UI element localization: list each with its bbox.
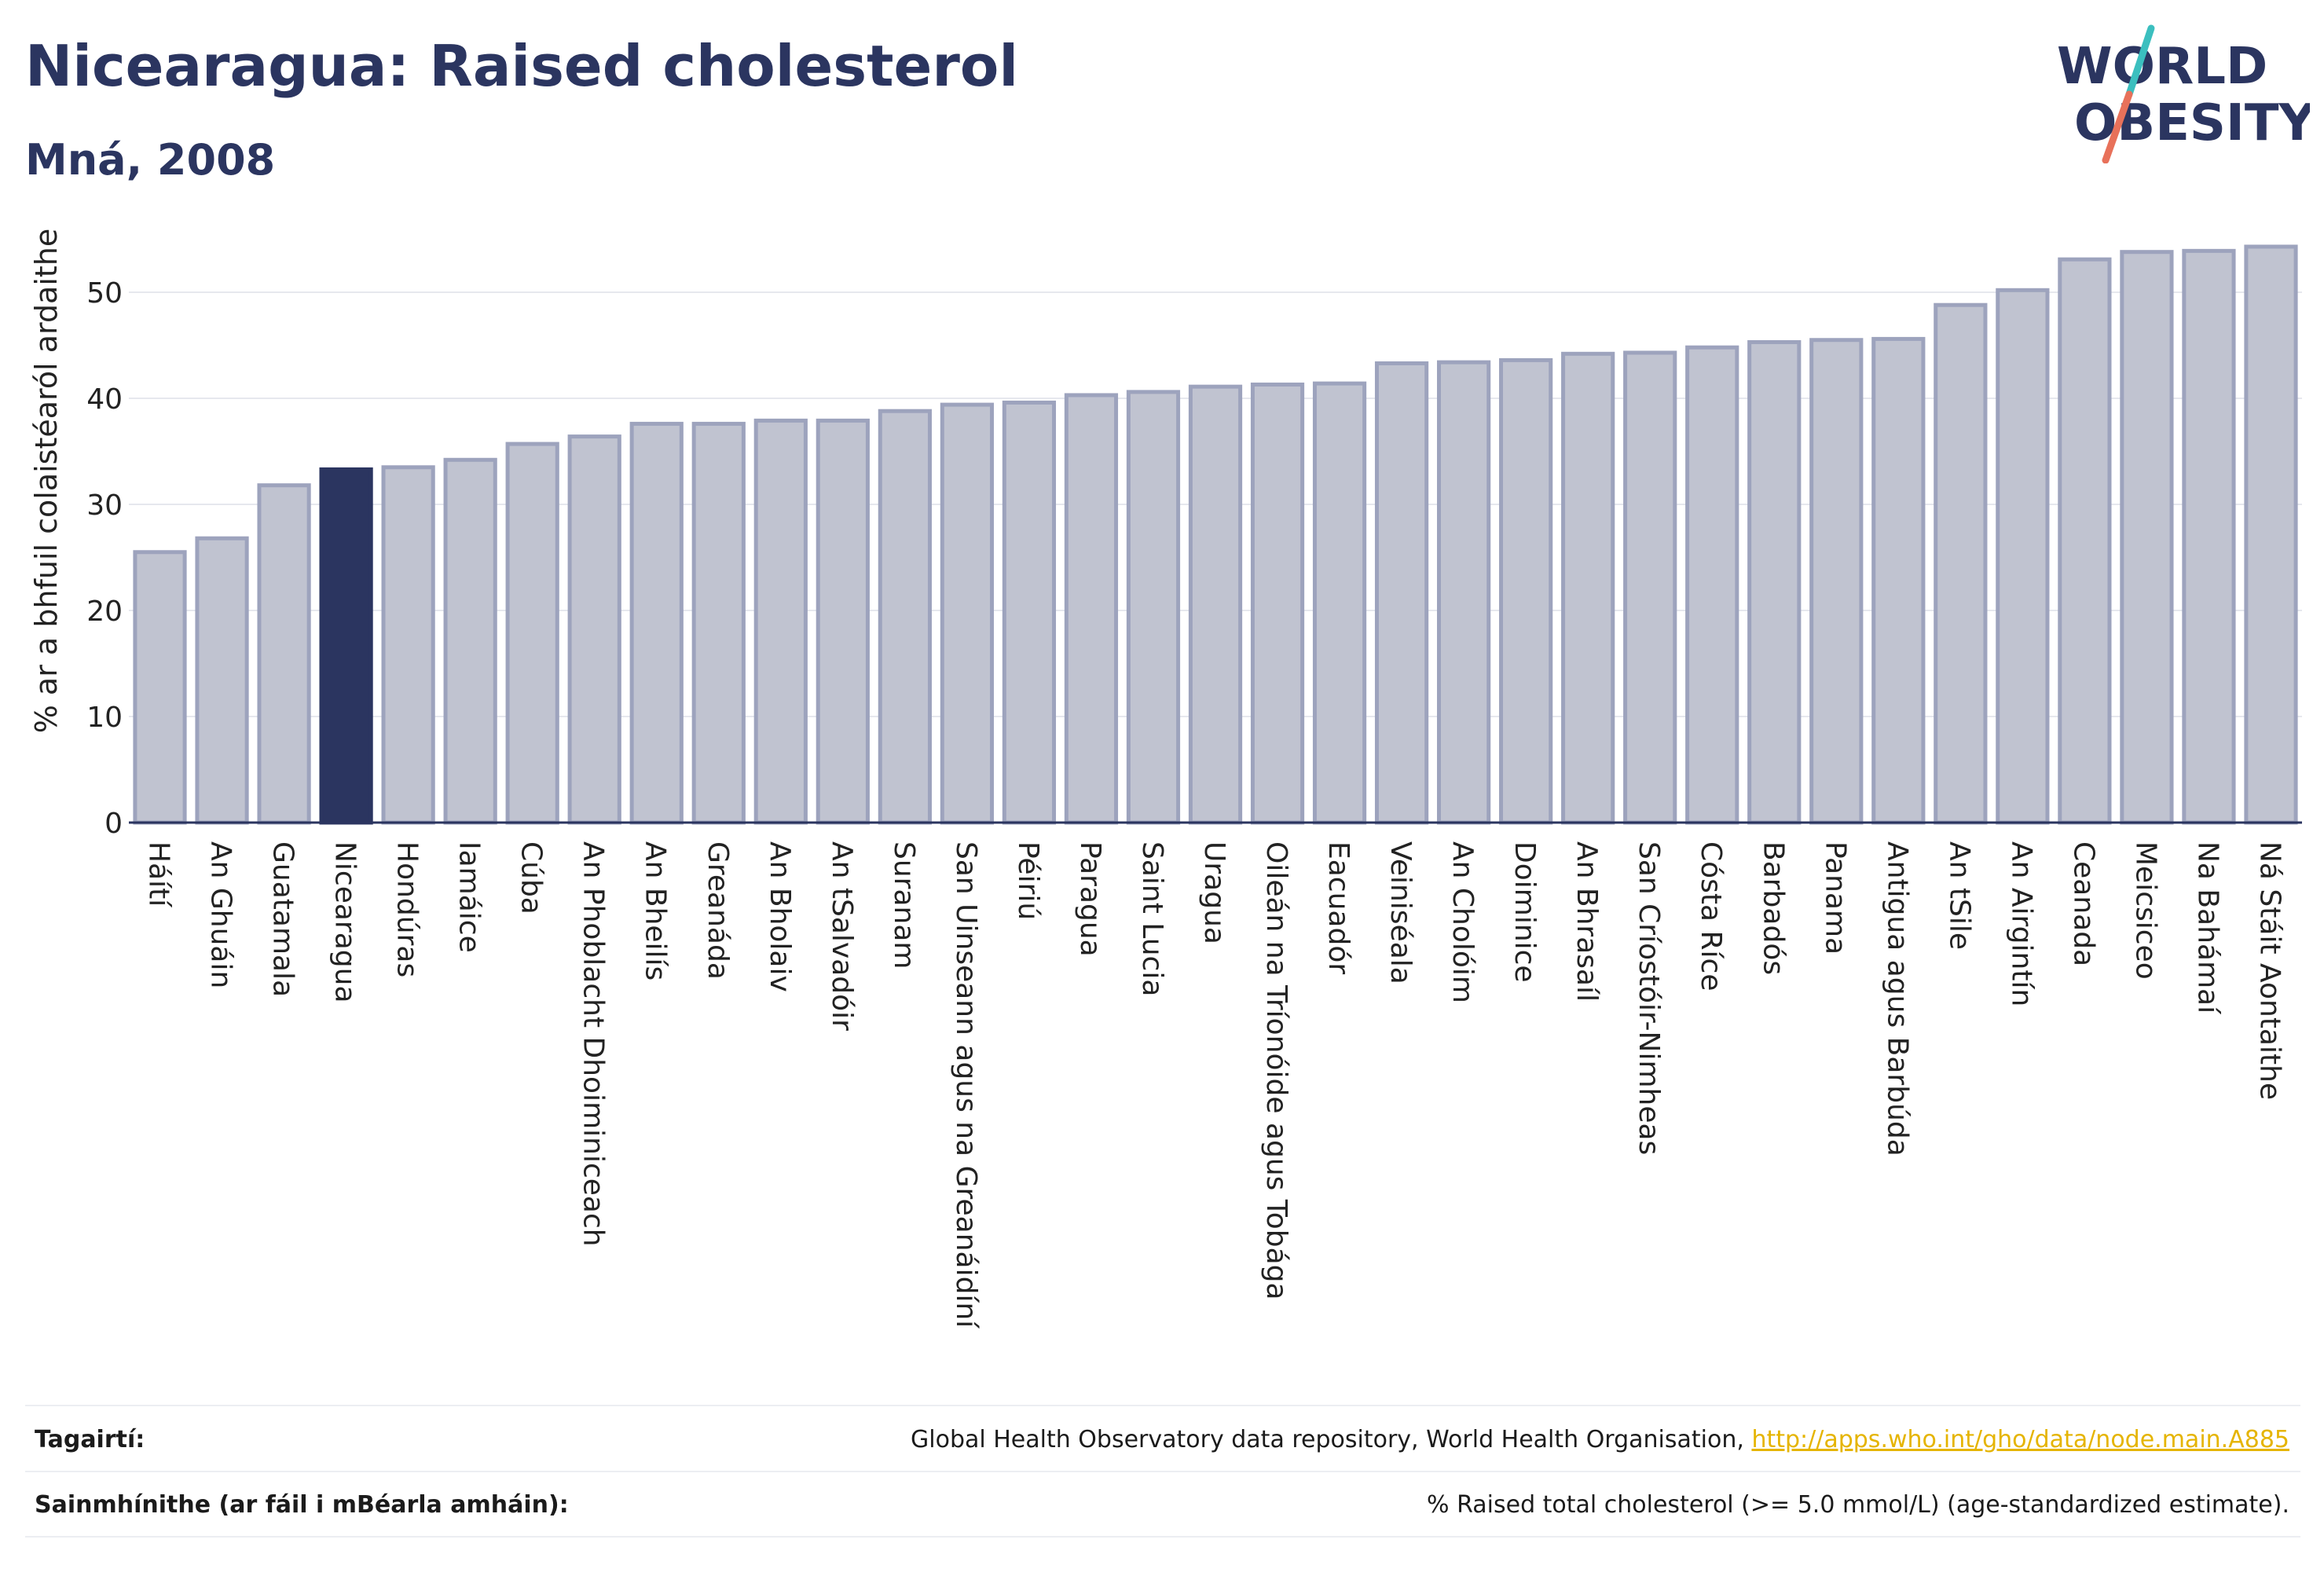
x-tick-label: Veiniséala <box>1384 841 1417 984</box>
y-tick-label: 10 <box>86 702 123 734</box>
bar[interactable] <box>1188 384 1243 825</box>
bar[interactable] <box>133 550 187 825</box>
x-tick-label: Barbadós <box>1757 841 1789 975</box>
x-tick-label: An Ghuáin <box>205 841 237 988</box>
x-tick-label: Meicsiceo <box>2129 841 2161 980</box>
y-tick-label: 30 <box>86 489 123 522</box>
x-tick-label: Saint Lucia <box>1136 841 1168 996</box>
bar[interactable] <box>2058 257 2112 825</box>
bar[interactable] <box>505 442 559 825</box>
x-tick-label: Ceanada <box>2067 841 2099 966</box>
bar[interactable] <box>567 434 621 825</box>
bar[interactable] <box>381 465 435 825</box>
x-tick-label: Hondúras <box>391 841 423 977</box>
x-tick-label: Doiminice <box>1508 841 1541 983</box>
footer-divider-bottom <box>25 1536 2300 1538</box>
definitions-label: Sainmhínithe (ar fáil i mBéarla amháin): <box>35 1491 569 1519</box>
bar[interactable] <box>1002 400 1057 825</box>
y-axis-label: % ar a bhfuil colaistéaról ardaithe <box>29 229 64 734</box>
x-tick-label: Háítí <box>143 841 175 907</box>
bar[interactable] <box>1871 336 1926 825</box>
x-tick-label: An Cholóim <box>1446 841 1479 1003</box>
bar[interactable] <box>1064 393 1119 825</box>
x-tick-label: Nicearagua <box>329 841 361 1003</box>
x-tick-label: An Bholaiv <box>764 841 796 992</box>
y-tick-label: 20 <box>86 596 123 628</box>
references-link[interactable]: http://apps.who.int/gho/data/node.main.A… <box>1751 1426 2289 1453</box>
x-tick-label: An Airgintín <box>2005 841 2037 1006</box>
bar[interactable] <box>940 402 994 825</box>
x-tick-label: An Bhrasaíl <box>1571 841 1603 1002</box>
bar[interactable] <box>1374 361 1429 825</box>
x-tick-label: Cósta Ríce <box>1695 841 1727 991</box>
x-tick-label: Greanáda <box>702 841 734 980</box>
bar[interactable] <box>1561 351 1615 825</box>
references-text: Global Health Observatory data repositor… <box>911 1426 2289 1453</box>
x-tick-label: An tSile <box>1943 841 1975 950</box>
bar[interactable] <box>2182 248 2236 825</box>
references-source: Global Health Observatory data repositor… <box>911 1426 1752 1453</box>
footer-divider-middle <box>25 1471 2300 1472</box>
x-tick-label: Eacuadór <box>1322 841 1354 974</box>
bar[interactable] <box>195 536 249 825</box>
world-obesity-logo[interactable]: WORLD OBESITY <box>2051 22 2310 163</box>
x-tick-label: San Críostóir-Nimheas <box>1633 841 1665 1155</box>
y-tick-label: 0 <box>104 808 123 840</box>
bars <box>133 244 2298 825</box>
bar[interactable] <box>1747 339 1802 825</box>
bar[interactable] <box>1312 381 1367 825</box>
bar[interactable] <box>2244 244 2298 825</box>
logo-slash-bottom <box>2102 90 2133 163</box>
x-tick-label: Na Bahámaí <box>2191 841 2223 1014</box>
y-axis-ticks: 0 10 20 30 40 50 <box>86 277 123 840</box>
bar[interactable] <box>753 418 808 825</box>
x-tick-label: Péiriú <box>1012 841 1044 920</box>
x-tick-label: Oileán na Tríonóide agus Tobága <box>1260 841 1292 1300</box>
x-tick-label: Ná Stáit Aontaithe <box>2253 841 2286 1100</box>
x-tick-label: San Uinseann agus na Greanáidíní <box>950 841 982 1329</box>
logo-line-1: WORLD <box>2057 38 2267 96</box>
bar[interactable] <box>1809 338 1864 825</box>
bar-highlighted[interactable] <box>319 467 373 825</box>
footer-divider-top <box>25 1405 2300 1406</box>
definitions-text: % Raised total cholesterol (>= 5.0 mmol/… <box>1427 1491 2289 1519</box>
logo-slash-top <box>2125 24 2155 98</box>
footer-definitions-row: Sainmhínithe (ar fáil i mBéarla amháin):… <box>35 1491 2289 1538</box>
bar[interactable] <box>1685 345 1739 825</box>
x-tick-label: Uragua <box>1198 841 1230 944</box>
bar[interactable] <box>1126 390 1181 825</box>
bar[interactable] <box>1250 382 1305 825</box>
x-tick-label: Suranam <box>888 841 920 969</box>
footer-references-row: Tagairtí: Global Health Observatory data… <box>35 1426 2289 1473</box>
bar[interactable] <box>1996 288 2050 825</box>
x-tick-label: Iamáice <box>453 841 486 953</box>
bar[interactable] <box>1623 350 1677 825</box>
x-tick-label: An Phoblacht Dhoiminiceach <box>577 841 610 1247</box>
x-tick-label: An Bheilís <box>640 841 672 980</box>
bar-chart: 0 10 20 30 40 50 Háítí An Ghuáin Guatamala Nicea… <box>29 229 2302 1329</box>
bar[interactable] <box>257 483 311 825</box>
bar[interactable] <box>629 421 684 825</box>
bar[interactable] <box>443 457 497 825</box>
y-tick-label: 40 <box>86 383 123 416</box>
x-tick-label: Paragua <box>1074 841 1106 957</box>
bar[interactable] <box>816 418 870 825</box>
x-axis-labels: Háítí An Ghuáin Guatamala Nicearagua Hondúra… <box>143 841 2286 1329</box>
y-tick-label: 50 <box>86 277 123 310</box>
bar[interactable] <box>1499 357 1553 825</box>
bar[interactable] <box>878 409 932 825</box>
chart-subtitle: Mná, 2008 <box>25 135 276 185</box>
x-tick-label: Antigua agus Barbúda <box>1881 841 1913 1156</box>
bar[interactable] <box>1934 302 1988 825</box>
bar[interactable] <box>691 421 746 825</box>
x-tick-label: An tSalvadóir <box>826 841 858 1031</box>
x-tick-label: Panama <box>1819 841 1851 955</box>
references-label: Tagairtí: <box>35 1426 145 1453</box>
bar[interactable] <box>2120 250 2174 825</box>
x-tick-label: Guatamala <box>267 841 299 997</box>
chart-title: Nicearagua: Raised cholesterol <box>25 33 1019 99</box>
x-tick-label: Cúba <box>515 841 548 914</box>
bar[interactable] <box>1437 360 1491 825</box>
